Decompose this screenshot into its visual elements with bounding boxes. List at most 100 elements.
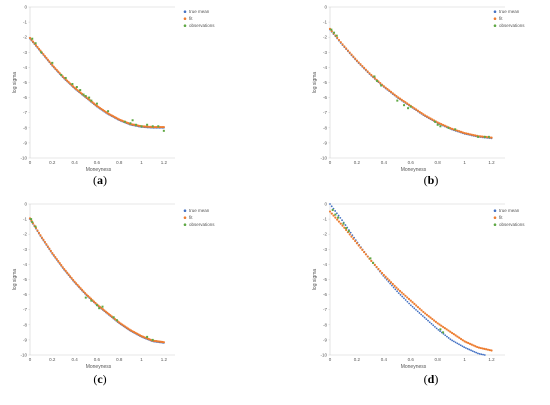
curve-point [413, 302, 416, 305]
data-point [146, 123, 149, 126]
legend-marker [183, 223, 187, 226]
legend-marker [493, 24, 497, 28]
y-tick-label: 0 [24, 202, 27, 207]
curve-point [366, 70, 369, 73]
curve-point [109, 314, 112, 317]
y-tick-label: -3 [323, 247, 327, 252]
curve-point [404, 101, 407, 104]
data-point [483, 135, 486, 138]
curve-point [52, 253, 55, 257]
curve-point [486, 348, 490, 351]
curve-point [443, 124, 446, 127]
y-tick-label: -2 [323, 232, 327, 237]
data-point [487, 135, 490, 138]
curve-point [80, 288, 84, 291]
curve-point [46, 245, 49, 248]
x-tick-label: 1.2 [488, 357, 495, 362]
curve-point [427, 116, 430, 119]
x-tick-label: 0.8 [116, 160, 123, 165]
data-point [116, 319, 118, 322]
legend-marker [493, 209, 497, 212]
legend: true mean fit observations [493, 9, 525, 28]
curve-point [39, 234, 42, 237]
curve-point [336, 218, 339, 221]
curve-point [490, 136, 493, 139]
curve-point [424, 114, 427, 117]
curve-point [37, 231, 41, 234]
y-tick-label: -5 [323, 277, 327, 282]
x-tick-label: 0 [329, 357, 332, 362]
data-point [380, 84, 383, 87]
curve-point [409, 304, 412, 307]
y-tick-label: -4 [23, 262, 27, 267]
data-point [31, 37, 34, 40]
legend-marker [493, 17, 497, 21]
curve-point [396, 290, 398, 293]
curve-point [386, 277, 389, 280]
legend-marker [183, 216, 187, 219]
curve-point [411, 305, 414, 308]
curve-point [463, 131, 466, 135]
curve-point [334, 216, 337, 219]
legend-entry: true mean [499, 208, 520, 213]
y-axis-title: log sigma [312, 72, 318, 94]
data-point [90, 99, 93, 102]
data-point [372, 261, 375, 264]
curve-point [382, 85, 385, 88]
data-point [129, 122, 132, 125]
curve-point [64, 269, 67, 272]
curve-point [330, 205, 333, 208]
curve-point [350, 235, 353, 238]
curve-point [433, 319, 436, 322]
curve-point [341, 43, 344, 46]
legend-entry: fit [499, 215, 503, 220]
y-tick-label: -6 [23, 292, 27, 297]
curve-point [397, 96, 400, 99]
data-point [436, 123, 439, 126]
curve-point [461, 339, 464, 342]
x-tick-label: 1.2 [161, 357, 168, 362]
curve-point [366, 255, 369, 258]
curve-point [479, 346, 482, 350]
y-tick-label: -10 [20, 353, 27, 358]
series-observations [330, 28, 490, 138]
curve-point [70, 277, 73, 280]
data-point [88, 96, 91, 99]
data-point [347, 230, 350, 233]
y-tick-label: -10 [20, 156, 27, 161]
legend-entry: true mean [189, 208, 210, 213]
curve-point [416, 310, 419, 313]
curve-point [443, 327, 446, 330]
curve-point [399, 293, 402, 296]
curve-point [379, 269, 382, 273]
curve-point [477, 346, 481, 349]
data-point [140, 125, 143, 128]
curve-point [66, 79, 69, 82]
curve-point [447, 337, 450, 339]
curve-point [481, 135, 484, 138]
y-axis-title: log sigma [12, 269, 18, 291]
curve-point [344, 224, 347, 226]
curve-point [355, 59, 359, 62]
curve-point [452, 333, 455, 336]
curve-point [392, 286, 395, 289]
curve-point [51, 251, 54, 255]
x-tick-label: 0.2 [49, 357, 56, 362]
curve-point [375, 265, 378, 269]
curve-point [416, 305, 420, 309]
legend-marker [183, 10, 187, 13]
curve-point [88, 296, 91, 299]
curve-point [77, 285, 81, 288]
curve-point [101, 308, 104, 311]
series-true-mean [329, 203, 486, 356]
curve-point [69, 275, 72, 278]
curve-point [481, 347, 484, 350]
y-tick-label: -2 [23, 232, 27, 237]
curve-point [441, 325, 445, 329]
legend-entry: true mean [189, 9, 210, 14]
curve-point [465, 341, 468, 344]
curve-point [330, 212, 333, 215]
x-tick-label: 0.8 [435, 357, 442, 362]
curve-point [463, 340, 466, 343]
curve-point [468, 348, 471, 351]
